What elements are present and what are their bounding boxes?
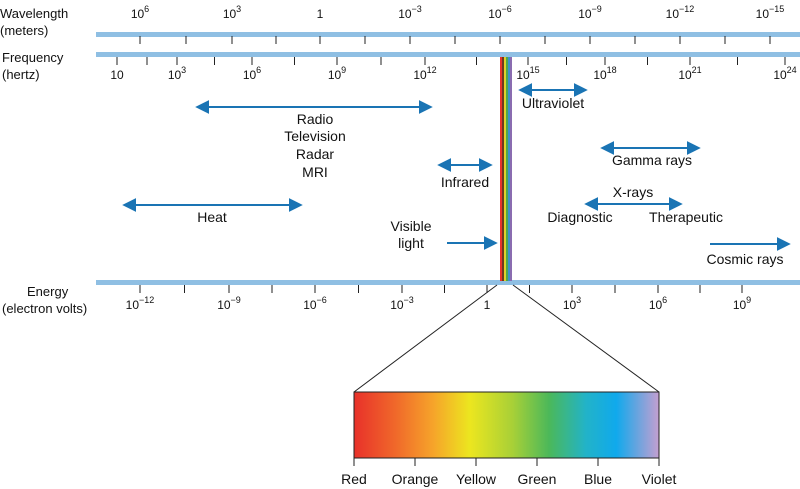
frequency-axis: Frequency (hertz) 10 103 106 109 1012 1015 101…	[2, 50, 800, 82]
heat-label: Heat	[197, 209, 227, 225]
wavelength-tick-label: 10−6	[488, 4, 512, 21]
visible-band-yellow	[504, 57, 506, 281]
energy-axis: Energy (electron volts) 10−12 10−9 10−6 10−…	[2, 280, 800, 316]
wavelength-tick-label: 106	[131, 4, 149, 21]
wavelength-tick-label: 1	[317, 7, 324, 21]
infrared-label: Infrared	[441, 174, 489, 190]
frequency-axis-bar	[96, 52, 800, 57]
wavelength-tick-label: 10−12	[666, 4, 695, 21]
energy-title-line-2: (electron volts)	[2, 301, 87, 316]
wavelength-axis: Wavelength (meters) 106 103 1 10−3 10−6 10−9 1…	[0, 4, 800, 44]
visible-band	[500, 57, 512, 281]
ultraviolet-label: Ultraviolet	[522, 95, 584, 111]
wavelength-axis-bar	[96, 32, 800, 37]
energy-axis-bar	[96, 280, 800, 285]
television-label: Television	[284, 128, 345, 144]
frequency-title-line-2: (hertz)	[2, 67, 40, 82]
visible-band-orange	[502, 57, 504, 281]
radar-label: Radar	[296, 146, 334, 162]
cosmic-label: Cosmic rays	[706, 251, 783, 267]
spectrum-label-yellow: Yellow	[456, 471, 497, 487]
energy-title-line-1: Energy	[27, 284, 69, 299]
cosmic-region: Cosmic rays	[706, 244, 788, 267]
frequency-title-line-1: Frequency	[2, 50, 64, 65]
spectrum-ticks: Red Orange Yellow Green Blue Violet	[341, 458, 676, 487]
xrays-region: X-rays Diagnostic Therapeutic	[547, 184, 723, 225]
frequency-tick-label: 106	[243, 65, 261, 82]
xrays-label: X-rays	[613, 184, 653, 200]
infrared-region: Infrared	[440, 165, 490, 190]
wavelength-tick-label: 10−15	[756, 4, 785, 21]
spectrum-label-violet: Violet	[642, 471, 677, 487]
visible-spectrum-bar	[354, 392, 659, 458]
wavelength-ticks: 106 103 1 10−3 10−6 10−9 10−12 10−15	[131, 4, 785, 44]
zoom-line-left	[354, 285, 497, 392]
energy-tick-label: 103	[563, 295, 581, 312]
wavelength-title-line-2: (meters)	[0, 23, 48, 38]
wavelength-tick-label: 103	[223, 4, 241, 21]
radio-label: Radio	[297, 111, 334, 127]
energy-ticks: 10−12 10−9 10−6 10−3 1 103 106 109	[126, 285, 752, 312]
spectrum-label-blue: Blue	[584, 471, 612, 487]
gamma-region: Gamma rays	[603, 148, 698, 168]
visible-band-violet	[510, 57, 512, 281]
ultraviolet-region: Ultraviolet	[521, 90, 585, 111]
energy-tick-label: 10−6	[303, 295, 327, 312]
frequency-ticks: 10 103 106 109 1012 1015 1018 1021 1024	[110, 57, 796, 82]
energy-tick-label: 10−12	[126, 295, 155, 312]
visible-spectrum: Red Orange Yellow Green Blue Violet	[341, 392, 676, 487]
wavelength-title-line-1: Wavelength	[0, 6, 68, 21]
spectrum-label-green: Green	[518, 471, 557, 487]
frequency-tick-label: 1018	[593, 65, 616, 82]
frequency-tick-label: 1015	[516, 65, 539, 82]
wavelength-tick-label: 10−3	[398, 4, 422, 21]
visible-label-line-1: Visible	[391, 218, 432, 234]
energy-tick-label: 10−3	[390, 295, 414, 312]
spectrum-label-red: Red	[341, 471, 367, 487]
frequency-tick-label: 1021	[678, 65, 701, 82]
visible-label-line-2: light	[398, 235, 424, 251]
frequency-tick-label: 10	[110, 68, 124, 82]
energy-tick-label: 109	[733, 295, 751, 312]
mri-label: MRI	[302, 164, 328, 180]
frequency-tick-label: 1024	[773, 65, 796, 82]
visible-band-green	[506, 57, 508, 281]
energy-tick-label: 1	[484, 298, 491, 312]
xrays-diagnostic-label: Diagnostic	[547, 209, 612, 225]
frequency-tick-label: 109	[328, 65, 346, 82]
frequency-tick-label: 1012	[413, 65, 436, 82]
xrays-therapeutic-label: Therapeutic	[649, 209, 723, 225]
radio-region: Radio Television Radar MRI	[198, 107, 430, 180]
gamma-label: Gamma rays	[612, 152, 692, 168]
heat-region: Heat	[125, 205, 300, 225]
zoom-line-right	[513, 285, 659, 392]
energy-tick-label: 106	[649, 295, 667, 312]
frequency-tick-label: 103	[168, 65, 186, 82]
wavelength-tick-label: 10−9	[578, 4, 602, 21]
energy-tick-label: 10−9	[217, 295, 241, 312]
visible-light-region: Visible light	[391, 218, 496, 251]
visible-band-red	[500, 57, 502, 281]
spectrum-label-orange: Orange	[392, 471, 439, 487]
visible-band-blue	[508, 57, 510, 281]
